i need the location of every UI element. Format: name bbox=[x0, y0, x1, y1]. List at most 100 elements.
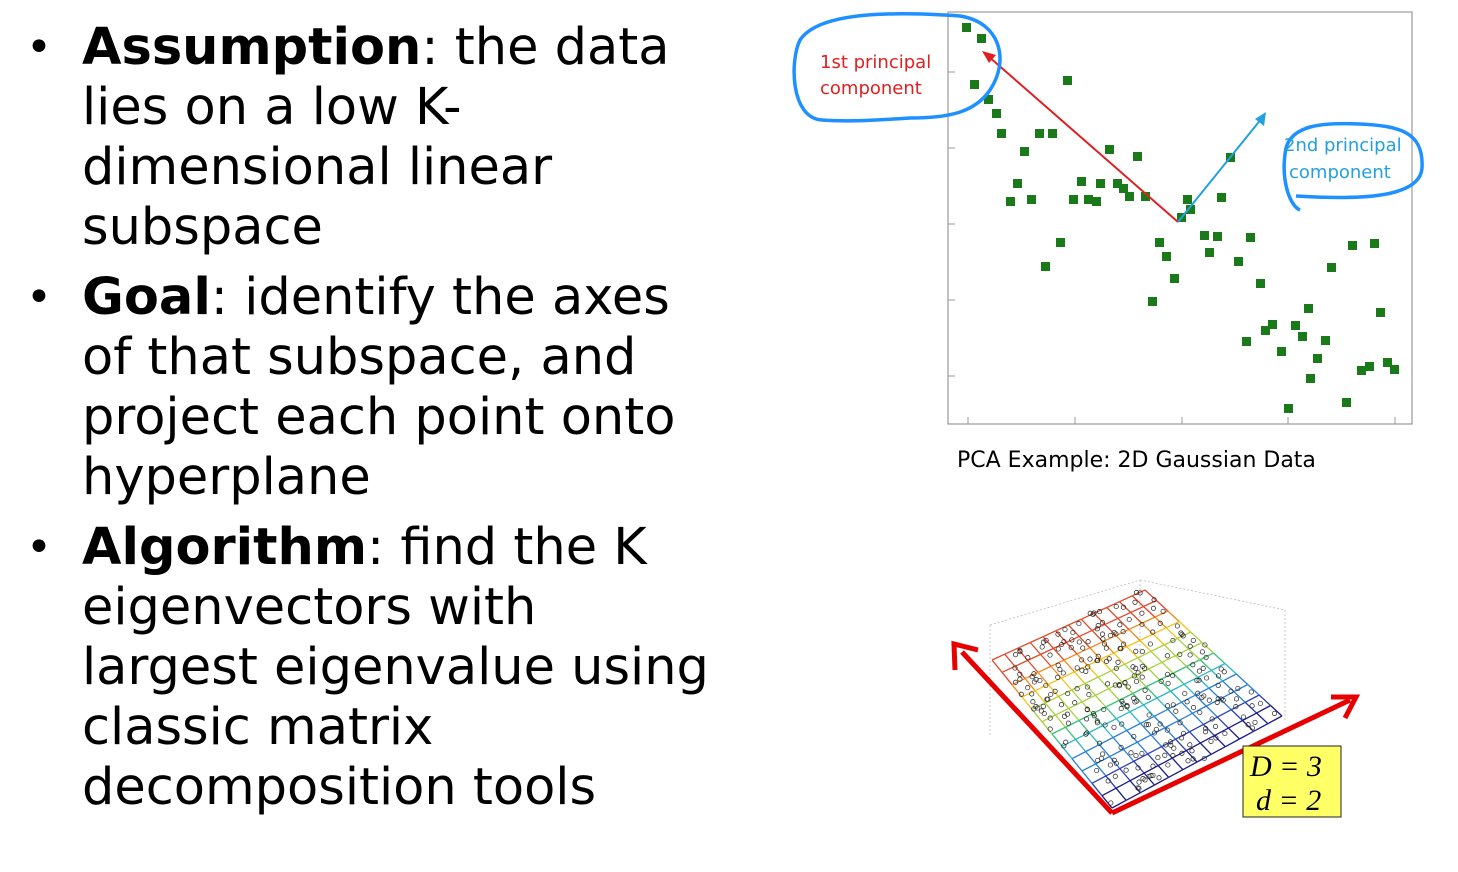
mesh-line bbox=[1141, 622, 1154, 635]
sample-point bbox=[1061, 713, 1068, 719]
data-point bbox=[1348, 241, 1357, 250]
mesh-line bbox=[1163, 644, 1176, 657]
sample-point bbox=[1096, 740, 1103, 746]
mesh-line bbox=[1105, 699, 1120, 708]
sample-point bbox=[1055, 662, 1061, 668]
mesh-line bbox=[1222, 673, 1237, 682]
bullet-list: • Assumption: the data lies on a low K-di… bbox=[22, 18, 722, 828]
mesh-line bbox=[1058, 689, 1072, 698]
data-point bbox=[1298, 332, 1307, 341]
data-point bbox=[1205, 248, 1214, 257]
mesh-line bbox=[1063, 653, 1078, 661]
sample-point bbox=[1103, 645, 1109, 651]
mesh-line bbox=[1219, 691, 1235, 700]
mesh-line bbox=[1171, 757, 1184, 771]
sample-point bbox=[1139, 621, 1145, 628]
mesh-line bbox=[1112, 737, 1124, 750]
mesh-line bbox=[1228, 719, 1243, 729]
sample-point bbox=[1178, 630, 1184, 636]
mesh-line bbox=[1066, 635, 1080, 643]
sample-point bbox=[1179, 750, 1185, 756]
mesh-line bbox=[1119, 760, 1135, 770]
mesh-line bbox=[1192, 712, 1204, 725]
mesh-line bbox=[1183, 683, 1196, 696]
label-d: d = 2 bbox=[1256, 784, 1321, 817]
mesh-line bbox=[1174, 655, 1188, 667]
data-point bbox=[1141, 192, 1150, 201]
data-point bbox=[1256, 279, 1265, 288]
data-point bbox=[1170, 274, 1179, 283]
sample-point bbox=[1180, 730, 1187, 736]
mesh-line bbox=[1087, 665, 1099, 678]
mesh-line bbox=[1154, 610, 1169, 618]
sample-point bbox=[1113, 665, 1119, 671]
pc1-arrow bbox=[987, 55, 1179, 223]
data-point bbox=[1096, 179, 1105, 188]
sample-point bbox=[1018, 691, 1024, 697]
mesh-line bbox=[1213, 652, 1226, 664]
sample-point bbox=[1123, 767, 1129, 773]
mesh-line bbox=[1080, 618, 1093, 631]
mesh-line bbox=[1057, 696, 1070, 709]
sample-point bbox=[1117, 622, 1123, 628]
mesh-line bbox=[1055, 630, 1067, 643]
sample-point bbox=[1119, 698, 1125, 704]
data-point bbox=[1092, 197, 1101, 206]
pca-scatter-plot: 1st principal component 2nd principal co… bbox=[792, 11, 1424, 425]
mesh-line bbox=[1192, 705, 1207, 714]
mesh-line bbox=[1081, 770, 1093, 784]
mesh-line bbox=[1021, 690, 1036, 698]
sample-point bbox=[1131, 733, 1137, 740]
mesh-line bbox=[1084, 676, 1099, 685]
mesh-line bbox=[1068, 708, 1080, 721]
mesh-line bbox=[1040, 647, 1054, 655]
mesh-line bbox=[1004, 653, 1016, 667]
data-point bbox=[1327, 263, 1336, 272]
mesh-line bbox=[1044, 695, 1059, 704]
mesh-line bbox=[1167, 708, 1180, 721]
sample-point bbox=[1121, 641, 1127, 647]
sample-point bbox=[1031, 671, 1037, 677]
mesh-line bbox=[1104, 623, 1117, 637]
mesh-line bbox=[1222, 680, 1235, 693]
sample-point bbox=[1215, 696, 1221, 702]
mesh-line bbox=[1182, 761, 1198, 771]
sample-point bbox=[1087, 656, 1093, 662]
mesh-line bbox=[1041, 721, 1053, 735]
sample-point bbox=[1120, 701, 1126, 707]
sample-point bbox=[1164, 727, 1170, 733]
sample-point bbox=[1060, 670, 1066, 676]
sample-point bbox=[1173, 708, 1179, 714]
mesh-line bbox=[1094, 694, 1107, 708]
sample-point bbox=[1079, 667, 1085, 673]
data-point bbox=[1213, 232, 1222, 241]
mesh-line bbox=[1233, 683, 1249, 693]
sample-point bbox=[1118, 646, 1124, 652]
sample-point bbox=[1150, 772, 1156, 778]
mesh-line bbox=[1140, 784, 1155, 794]
data-point bbox=[1077, 177, 1086, 186]
mesh-line bbox=[1081, 694, 1096, 703]
sample-point bbox=[1177, 720, 1183, 726]
sample-point bbox=[1041, 710, 1047, 717]
sample-point bbox=[1195, 690, 1201, 696]
data-point bbox=[1027, 195, 1036, 204]
mesh-line bbox=[1186, 666, 1199, 678]
data-point bbox=[1069, 195, 1078, 204]
sample-point bbox=[1215, 673, 1222, 679]
mesh-line bbox=[1116, 711, 1131, 720]
sample-point bbox=[1080, 645, 1086, 651]
sample-point bbox=[1100, 636, 1106, 642]
sample-point bbox=[1171, 745, 1177, 751]
mesh-line bbox=[1267, 715, 1283, 725]
bullet-assumption: • Assumption: the data lies on a low K-di… bbox=[26, 18, 670, 257]
sample-point bbox=[1072, 700, 1078, 706]
sample-point bbox=[1012, 652, 1019, 658]
sample-point bbox=[1168, 739, 1174, 745]
sample-point bbox=[1132, 599, 1138, 605]
data-point bbox=[1119, 184, 1128, 193]
mesh-line bbox=[1205, 705, 1218, 718]
sample-point bbox=[1235, 685, 1241, 692]
sample-point bbox=[1039, 644, 1045, 650]
mesh-line bbox=[1143, 772, 1155, 786]
